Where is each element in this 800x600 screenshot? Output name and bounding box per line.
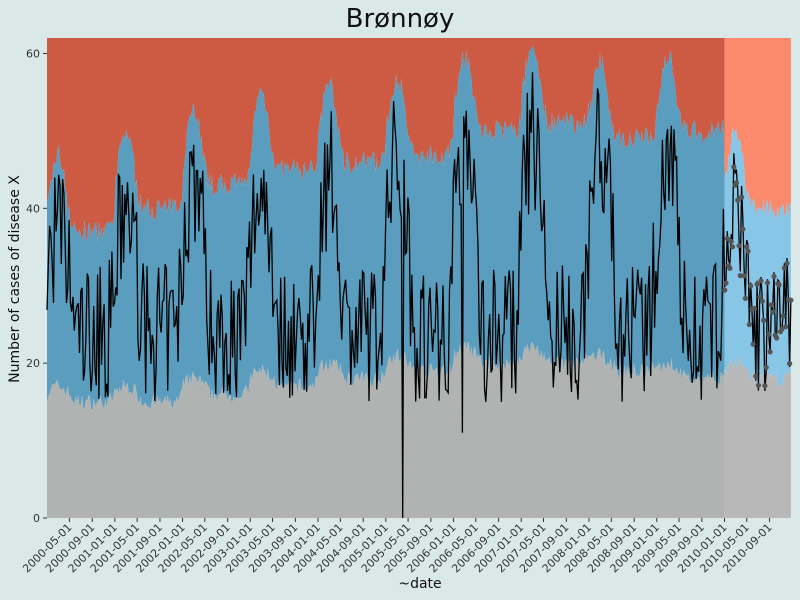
forecast-point — [768, 302, 775, 308]
chart-title: Brønnøy — [345, 4, 455, 34]
upper-band-forecast — [724, 38, 791, 220]
forecast-point — [739, 194, 745, 200]
forecast-point — [744, 244, 750, 250]
y-tick-label: 60 — [26, 47, 40, 60]
forecast-point — [779, 326, 785, 332]
x-axis: 2000-05-012000-09-012001-01-012001-05-01… — [20, 518, 775, 575]
forecast-point — [774, 335, 780, 341]
forecast-point — [724, 236, 730, 242]
lower-band — [47, 341, 725, 518]
forecast-point — [762, 383, 768, 389]
forecast-point — [757, 294, 763, 300]
forecast-point — [771, 273, 777, 280]
forecast-point — [729, 244, 736, 250]
y-tick-label: 40 — [26, 202, 40, 215]
forecast-point — [728, 238, 734, 245]
forecast-point — [780, 313, 786, 319]
forecast-point — [787, 361, 793, 367]
y-axis: 0 20 40 60 — [26, 47, 47, 525]
forecast-point — [736, 243, 742, 249]
forecast-point — [781, 265, 788, 271]
forecast-point — [784, 260, 790, 266]
forecast-point — [745, 248, 751, 254]
forecast-point — [764, 280, 771, 286]
upper-band — [47, 38, 725, 244]
y-axis-title: Number of cases of disease X — [7, 175, 23, 383]
forecast-point — [766, 331, 772, 337]
lower-band-forecast — [724, 356, 791, 518]
forecast-point — [755, 382, 762, 388]
forecast-point — [731, 164, 737, 170]
forecast-point — [722, 287, 728, 293]
forecast-point — [788, 297, 794, 303]
forecast-point — [751, 305, 758, 312]
forecast-point — [735, 197, 741, 203]
forecast-point — [750, 341, 756, 347]
forecast-point — [748, 283, 754, 289]
forecast-point — [761, 317, 767, 323]
forecast-point — [741, 273, 747, 279]
forecast-point — [746, 321, 752, 328]
forecast-point — [727, 265, 733, 271]
forecast-point — [776, 282, 782, 288]
y-tick-label: 0 — [33, 512, 40, 525]
forecast-point — [763, 364, 769, 370]
forecast-point — [758, 278, 764, 284]
forecast-point — [754, 281, 760, 287]
forecast-point — [759, 298, 765, 304]
forecast-point — [770, 309, 776, 315]
x-axis-title: ~date — [398, 576, 441, 592]
forecast-point — [767, 349, 773, 355]
forecast-point — [740, 226, 746, 232]
forecast-point — [753, 373, 759, 379]
forecast-points — [722, 164, 794, 389]
forecast-point — [783, 324, 789, 330]
y-tick-label: 20 — [26, 357, 40, 370]
forecast-point — [723, 280, 729, 286]
observed-cases-line — [46, 72, 792, 519]
forecast-point — [737, 273, 743, 279]
forecast-point — [733, 180, 740, 186]
forecast-point — [742, 295, 749, 301]
